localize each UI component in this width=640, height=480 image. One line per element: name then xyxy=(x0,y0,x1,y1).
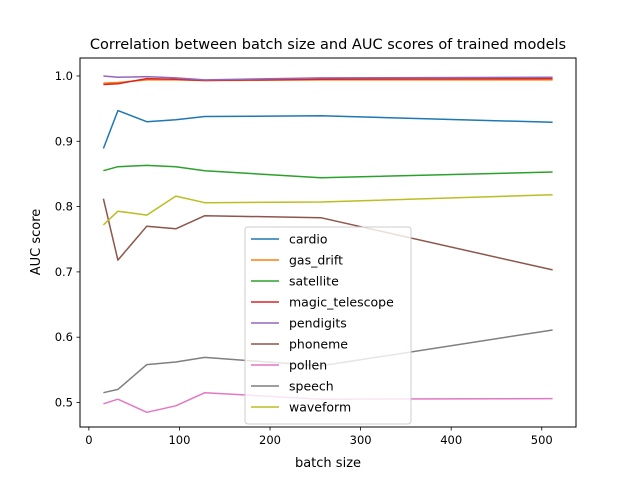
x-tick-label: 500 xyxy=(531,433,553,447)
series-line-pendigits xyxy=(103,75,553,81)
x-tick-label: 200 xyxy=(259,433,281,447)
y-tick-label: 0.8 xyxy=(55,200,73,214)
y-tick-label: 0.7 xyxy=(55,265,73,279)
plot-frame xyxy=(79,57,577,428)
y-tick-label: 0.5 xyxy=(55,396,73,410)
legend-label-satellite: satellite xyxy=(289,274,339,289)
legend-label-pollen: pollen xyxy=(289,358,327,373)
series-line-waveform xyxy=(102,194,553,226)
series-line-gas_drift xyxy=(103,79,553,84)
x-axis: 0 100 200 300 400 500 xyxy=(85,427,553,447)
x-tick-label: 0 xyxy=(85,433,92,447)
series-line-phoneme xyxy=(102,198,553,271)
legend-label-cardio: cardio xyxy=(289,232,328,247)
legend-label-pendigits: pendigits xyxy=(289,316,347,331)
legend-box xyxy=(244,226,412,425)
x-tick-label: 400 xyxy=(440,433,462,447)
series-line-satellite xyxy=(103,164,553,179)
series-line-magic_telescope xyxy=(103,77,553,86)
y-tick-label: 0.6 xyxy=(55,330,73,344)
series-line-cardio xyxy=(102,109,553,149)
legend-label-gas_drift: gas_drift xyxy=(289,253,343,268)
y-axis-label: AUC score xyxy=(29,209,44,276)
series-layer xyxy=(102,75,553,414)
legend-label-magic_telescope: magic_telescope xyxy=(289,295,394,310)
legend: cardio gas_drift satellite magic_telescopep… xyxy=(244,226,412,425)
chart-title: Correlation between batch size and AUC s… xyxy=(90,37,566,53)
y-axis: 0.5 0.6 0.7 0.8 0.9 1.0 xyxy=(55,69,80,410)
legend-label-speech: speech xyxy=(289,379,334,394)
y-tick-label: 0.9 xyxy=(55,134,73,148)
legend-label-phoneme: phoneme xyxy=(289,337,348,352)
y-tick-label: 1.0 xyxy=(55,69,73,83)
x-tick-label: 300 xyxy=(350,433,372,447)
x-axis-label: batch size xyxy=(295,456,361,471)
x-tick-label: 100 xyxy=(168,433,190,447)
legend-label-waveform: waveform xyxy=(289,400,351,415)
